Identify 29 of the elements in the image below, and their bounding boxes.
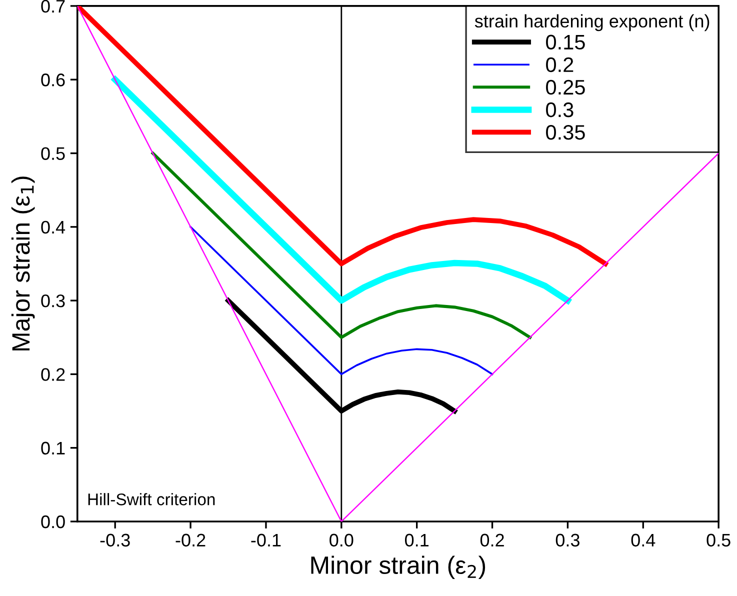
x-tick-label: 0.4 [631,534,656,547]
y-axis-title: Major strain (ε$_{1}$) [11,176,35,350]
x-tick-label: -0.1 [251,534,281,547]
x-tick-label: 0.5 [706,534,730,547]
legend-label: 0.2 [546,57,574,72]
y-tick-label: 0.5 [41,147,65,160]
x-tick-label: 0.1 [404,534,429,547]
annotation: Hill-Swift criterion [88,493,215,506]
y-tick-label: 0.6 [41,74,65,86]
legend-label: 0.25 [546,80,585,95]
y-tick-label: 0.7 [41,0,65,13]
legend-label: 0.15 [546,34,585,50]
line-series [190,226,494,376]
x-tick-label: -0.2 [176,534,206,547]
y-tick-label: 0.1 [41,442,65,455]
y-tick-label: 0.4 [41,220,66,234]
x-axis-title: Minor strain (ε$_{2}$) [311,556,486,579]
legend-label: 0.3 [546,102,574,118]
x-tick-label: 0.3 [556,534,580,547]
y-tick-label: 0.0 [41,515,65,528]
legend-label: 0.35 [546,124,585,140]
y-tick-label: 0.3 [41,294,65,308]
line-series [151,152,532,339]
y-tick-label: 0.2 [41,368,65,381]
x-tick-label: -0.3 [100,534,130,547]
x-tick-label: 0.0 [330,534,354,547]
legend-title: strain hardening exponent (n) [474,14,710,32]
x-tick-label: 0.2 [480,534,504,547]
line-series [77,6,608,266]
